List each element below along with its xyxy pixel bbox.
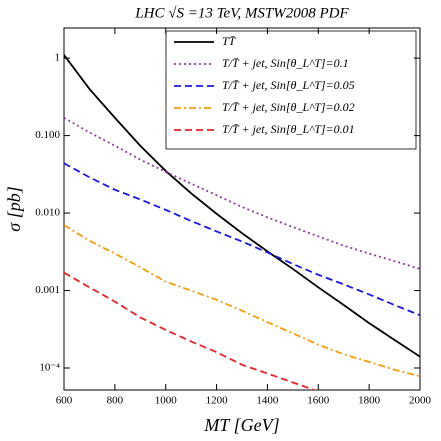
- x-tick-label: 1800: [358, 395, 381, 407]
- series-line: [64, 54, 420, 358]
- y-tick-label: 1: [55, 52, 61, 64]
- x-tick-label: 1000: [155, 395, 178, 407]
- series-line: [64, 224, 420, 378]
- x-tick-label: 800: [107, 395, 124, 407]
- x-tick-label: 600: [56, 395, 73, 407]
- y-tick-label: 0.001: [35, 284, 60, 296]
- series-line: [64, 271, 318, 390]
- plot-frame: [63, 27, 421, 391]
- y-tick-label: 10⁻⁴: [39, 362, 60, 374]
- legend-label: T/T̄ + jet, Sin[θ_L^T]=0.05: [222, 78, 355, 92]
- y-axis-label: σ [pb]: [4, 186, 24, 231]
- y-tick-label: 0.010: [35, 207, 60, 219]
- legend-label: T/T̄ + jet, Sin[θ_L^T]=0.01: [222, 122, 355, 136]
- plot-area: [64, 54, 420, 390]
- y-tick-label: 0.100: [35, 129, 60, 141]
- legend-label: T/T̄ + jet, Sin[θ_L^T]=0.02: [222, 100, 355, 114]
- series-line: [64, 116, 420, 270]
- x-axis-label: MT [GeV]: [203, 415, 279, 435]
- legend-label: T/T̄ + jet, Sin[θ_L^T]=0.1: [222, 56, 349, 70]
- x-tick-label: 1600: [307, 395, 330, 407]
- legend-label: TT̄: [222, 34, 237, 48]
- x-tick-label: 1400: [256, 395, 279, 407]
- series-line: [64, 162, 420, 317]
- x-tick-label: 2000: [409, 395, 432, 407]
- chart-title: LHC √S =13 TeV, MSTW2008 PDF: [134, 5, 349, 21]
- x-tick-label: 1200: [206, 395, 229, 407]
